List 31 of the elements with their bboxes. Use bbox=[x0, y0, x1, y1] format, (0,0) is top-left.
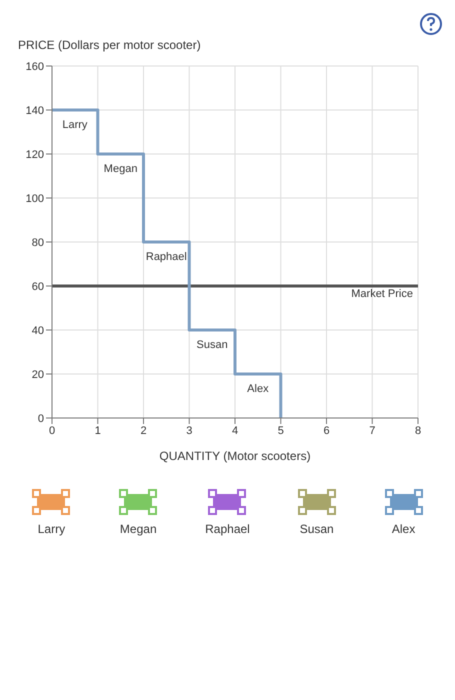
x-tick-label: 3 bbox=[186, 424, 192, 437]
x-axis-title: QUANTITY (Motor scooters) bbox=[159, 449, 311, 463]
text: Megan bbox=[120, 522, 157, 536]
y-tick-label: 100 bbox=[26, 192, 44, 205]
x-tick-label: 0 bbox=[48, 424, 56, 437]
annotation: Larry bbox=[62, 118, 88, 131]
annotation: Susan bbox=[196, 338, 228, 351]
annotation: Raphael bbox=[146, 250, 187, 263]
y-axis-title: PRICE (Dollars per motor scooter) bbox=[18, 38, 202, 52]
x-tick-label: 8 bbox=[414, 424, 422, 437]
text: Alex bbox=[392, 522, 416, 536]
y-tick-label: 0 bbox=[38, 412, 44, 425]
x-tick-label: 1 bbox=[94, 424, 101, 437]
x-tick-label: 6 bbox=[323, 424, 330, 437]
y-tick-label: 120 bbox=[26, 148, 44, 161]
x-tick-label: 2 bbox=[140, 424, 147, 437]
ref-line-label: Market Price bbox=[351, 288, 413, 300]
y-tick-label: 160 bbox=[26, 60, 44, 73]
text: Raphael bbox=[205, 522, 250, 536]
x-tick-label: 5 bbox=[278, 424, 284, 437]
y-tick-label: 40 bbox=[32, 324, 44, 337]
annotation: Alex bbox=[247, 382, 270, 395]
y-tick-label: 60 bbox=[32, 280, 44, 293]
x-tick-label: 4 bbox=[232, 424, 238, 437]
annotation: Megan bbox=[104, 162, 138, 175]
y-tick-label: 80 bbox=[32, 236, 44, 249]
y-tick-label: 140 bbox=[26, 104, 44, 117]
text: Susan bbox=[300, 522, 334, 536]
x-tick-label: 7 bbox=[369, 424, 376, 437]
y-tick-label: 20 bbox=[32, 368, 44, 381]
text: Larry bbox=[38, 522, 66, 536]
